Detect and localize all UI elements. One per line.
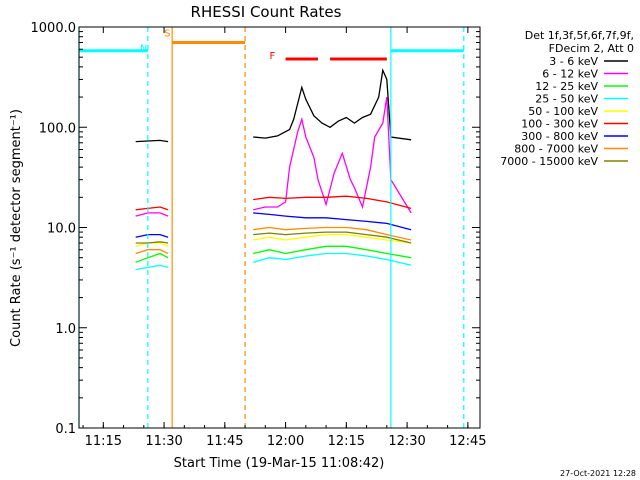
footer-timestamp: 27-Oct-2021 12:28 (560, 469, 636, 478)
series-line-5-0 (135, 206, 169, 211)
x-tick-label-5: 12:30 (388, 434, 425, 449)
y-tick-label-2: 10.0 (47, 222, 76, 237)
legend: Det 1f,3f,5f,6f,7f,9f,FDecim 2, Att 03 -… (500, 29, 634, 168)
series-line-3-0 (135, 264, 169, 271)
annotation-0: N (140, 43, 147, 54)
series-line-8-1 (253, 231, 412, 244)
legend-label-0: 3 - 6 keV (549, 55, 598, 68)
legend-label-4: 50 - 100 keV (528, 105, 598, 118)
x-tick-label-2: 11:45 (206, 434, 243, 449)
series-line-1-0 (135, 212, 169, 217)
y-tick-label-1: 1.0 (55, 322, 76, 337)
series-line-7-1 (253, 226, 412, 241)
x-axis-label: Start Time (19-Mar-15 11:08:42) (174, 456, 385, 471)
series-line-3-1 (253, 252, 412, 266)
legend-label-2: 12 - 25 keV (535, 80, 598, 93)
legend-header-0: Det 1f,3f,5f,6f,7f,9f, (525, 29, 634, 42)
legend-label-6: 300 - 800 keV (521, 130, 598, 143)
x-tick-label-1: 11:30 (145, 434, 182, 449)
legend-label-7: 800 - 7000 keV (514, 143, 598, 156)
series-line-2-1 (253, 245, 412, 259)
legend-label-5: 100 - 300 keV (521, 118, 598, 131)
y-axis-label: Count Rate (s⁻¹ detector segment⁻¹) (9, 109, 24, 347)
annotation-1: S (164, 29, 170, 40)
series-line-7-0 (135, 249, 169, 255)
y-tick-label-0: 0.1 (55, 422, 76, 437)
x-tick-label-0: 11:15 (85, 434, 122, 449)
series-line-6-1 (253, 212, 412, 231)
x-tick-label-6: 12:45 (449, 434, 486, 449)
y-tick-label-4: 1000.0 (31, 21, 77, 36)
series-line-1-1 (253, 97, 412, 214)
series-line-8-0 (135, 241, 169, 244)
annotation-2: F (269, 51, 275, 62)
legend-label-8: 7000 - 15000 keV (500, 155, 598, 168)
x-tick-label-3: 12:00 (267, 434, 304, 449)
x-tick-label-4: 12:15 (328, 434, 365, 449)
series-line-5-1 (253, 195, 412, 210)
y-tick-label-3: 100.0 (39, 121, 76, 136)
legend-header-1: FDecim 2, Att 0 (549, 42, 634, 55)
series-line-0-1 (253, 67, 412, 141)
series-line-6-0 (135, 233, 169, 238)
legend-label-3: 25 - 50 keV (535, 93, 598, 106)
series-line-4-1 (253, 233, 412, 244)
axis-ticks: 11:15 11:30 11:45 12:00 12:15 12:30 12:45 0.1 1.… (31, 21, 487, 449)
legend-label-1: 6 - 12 keV (542, 68, 598, 81)
series-line-0-0 (135, 139, 169, 143)
chart-title: RHESSI Count Rates (191, 3, 342, 21)
series-line-2-0 (135, 252, 169, 263)
